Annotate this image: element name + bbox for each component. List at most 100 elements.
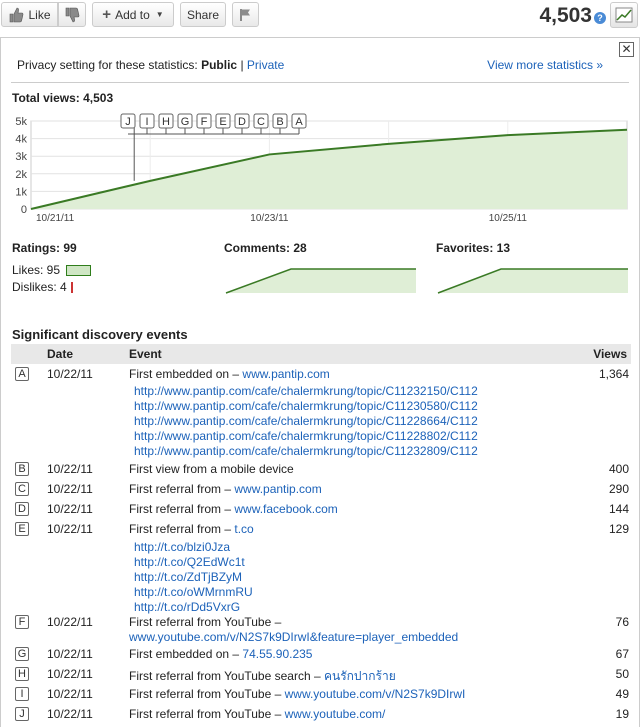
event-link[interactable]: www.pantip.com	[242, 367, 330, 381]
likes-row: Likes: 95	[12, 263, 92, 277]
event-marker-b	[272, 113, 288, 129]
comments-sparkline	[225, 268, 416, 294]
event-marker-label: A	[295, 116, 303, 128]
event-description: First referral from YouTube – www.youtub…	[129, 707, 385, 721]
event-sub-link[interactable]: http://www.pantip.com/cafe/chalermkrung/…	[134, 414, 478, 428]
event-link[interactable]: คนรักปากร้าย	[323, 669, 396, 683]
col-date: Date	[47, 347, 74, 361]
privacy-public: Public	[201, 58, 238, 72]
event-marker-label: C	[257, 116, 265, 128]
event-letter-b: B	[15, 462, 29, 476]
like-button[interactable]: Like	[1, 2, 58, 27]
event-link[interactable]: t.co	[234, 522, 254, 536]
event-text: First embedded on –	[129, 647, 243, 661]
event-views: 290	[608, 482, 629, 496]
event-sub-link[interactable]: http://t.co/blzi0Jza	[134, 540, 231, 554]
event-link[interactable]: www.facebook.com	[234, 502, 338, 516]
share-button[interactable]: Share	[180, 2, 226, 27]
event-views: 50	[615, 667, 629, 681]
privacy-prefix: Privacy setting for these statistics:	[17, 58, 198, 72]
event-description: First referral from – www.pantip.com	[129, 482, 322, 496]
event-date: 10/22/11	[47, 367, 93, 381]
y-tick-label: 0	[21, 204, 27, 216]
events-title: Significant discovery events	[12, 327, 188, 342]
event-marker-h	[158, 113, 174, 129]
favorites-sparkline	[437, 268, 628, 294]
privacy-setting: Privacy setting for these statistics: Pu…	[17, 58, 284, 72]
event-views: 144	[608, 502, 629, 516]
event-sub-link[interactable]: http://www.pantip.com/cafe/chalermkrung/…	[134, 399, 478, 413]
favorites-title: Favorites: 13	[436, 241, 511, 255]
add-to-label: Add to	[115, 7, 150, 22]
event-sub-link[interactable]: http://www.pantip.com/cafe/chalermkrung/…	[134, 429, 478, 443]
add-to-button[interactable]: + Add to ▼	[92, 2, 174, 27]
event-letter-g: G	[15, 647, 29, 661]
event-marker-label: D	[238, 116, 246, 128]
event-description: First embedded on – 74.55.90.235	[129, 647, 312, 661]
event-letter-c: C	[15, 482, 29, 496]
x-tick-label: 10/25/11	[489, 213, 528, 224]
event-views: 1,364	[598, 367, 629, 381]
event-link[interactable]: www.youtube.com/v/N2S7k9DIrwI	[284, 687, 466, 701]
event-letter-i: I	[15, 687, 29, 701]
event-text: First embedded on –	[129, 367, 243, 381]
event-letter-j: J	[15, 707, 29, 721]
event-sub-link[interactable]: http://t.co/rDd5VxrG	[134, 600, 241, 614]
event-description: First referral from YouTube search – คนร…	[129, 667, 396, 686]
event-link[interactable]: www.youtube.com/	[284, 707, 386, 721]
series-line	[30, 128, 628, 210]
close-icon[interactable]: ✕	[619, 42, 634, 57]
event-sub-link[interactable]: http://t.co/Q2EdWc1t	[134, 555, 245, 569]
event-link[interactable]: www.youtube.com/v/N2S7k9DIrwI&feature=pl…	[129, 630, 459, 644]
event-marker-label: G	[181, 116, 190, 128]
statistics-button[interactable]	[610, 2, 638, 28]
event-description: First referral from YouTube – www.youtub…	[129, 687, 465, 701]
event-text: First referral from YouTube –	[129, 707, 285, 721]
event-letter-e: E	[15, 522, 29, 536]
flag-button[interactable]	[232, 2, 259, 27]
event-description: First view from a mobile device	[129, 462, 294, 476]
event-sub-link[interactable]: http://www.pantip.com/cafe/chalermkrung/…	[134, 384, 478, 398]
event-views: 129	[608, 522, 629, 536]
dislike-button[interactable]	[58, 2, 86, 27]
event-description: First embedded on – www.pantip.com	[129, 367, 330, 381]
total-views-title: Total views: 4,503	[12, 91, 114, 105]
event-sub-link[interactable]: http://t.co/ZdTjBZyM	[134, 570, 243, 584]
x-tick-label: 10/21/11	[36, 213, 75, 224]
plus-icon: +	[102, 6, 112, 23]
ratings-block: Ratings: 99	[12, 241, 77, 255]
privacy-private-link[interactable]: Private	[246, 58, 285, 72]
event-sub-link[interactable]: http://t.co/oWMrnmRU	[134, 585, 253, 599]
help-icon[interactable]: ?	[594, 12, 606, 24]
event-marker-label: E	[219, 116, 226, 128]
view-more-statistics-link[interactable]: View more statistics »	[487, 58, 603, 72]
event-date: 10/22/11	[47, 687, 93, 701]
event-link[interactable]: 74.55.90.235	[242, 647, 313, 661]
like-label: Like	[28, 7, 51, 22]
event-text: First referral from –	[129, 502, 235, 516]
y-tick-label: 4k	[15, 134, 27, 146]
col-event: Event	[129, 347, 162, 361]
thumbs-up-icon	[10, 7, 24, 22]
event-description: First referral from YouTube –	[129, 615, 281, 629]
statistics-panel: ✕ Privacy setting for these statistics: …	[0, 37, 640, 727]
event-description: First referral from – www.facebook.com	[129, 502, 338, 516]
favorites-block: Favorites: 13	[436, 241, 510, 255]
chevron-down-icon: ▼	[155, 10, 164, 19]
event-marker-c	[253, 113, 269, 129]
series-area	[31, 129, 627, 209]
event-date: 10/22/11	[47, 522, 93, 536]
comments-block: Comments: 28	[224, 241, 307, 255]
stats-chart-icon	[615, 7, 633, 23]
event-description: First referral from – t.co	[129, 522, 254, 536]
event-text: First referral from YouTube –	[129, 615, 282, 629]
event-letter-d: D	[15, 502, 29, 516]
event-text: First view from a mobile device	[129, 462, 294, 476]
event-date: 10/22/11	[47, 502, 93, 516]
events-table-header: Date Event Views	[11, 344, 631, 364]
event-link[interactable]: www.pantip.com	[234, 482, 322, 496]
event-marker-e	[215, 113, 231, 129]
event-marker-label: F	[201, 116, 208, 128]
event-sub-link[interactable]: http://www.pantip.com/cafe/chalermkrung/…	[134, 444, 478, 458]
action-bar: Like + Add to ▼ Share 4,503 ?	[0, 0, 640, 32]
